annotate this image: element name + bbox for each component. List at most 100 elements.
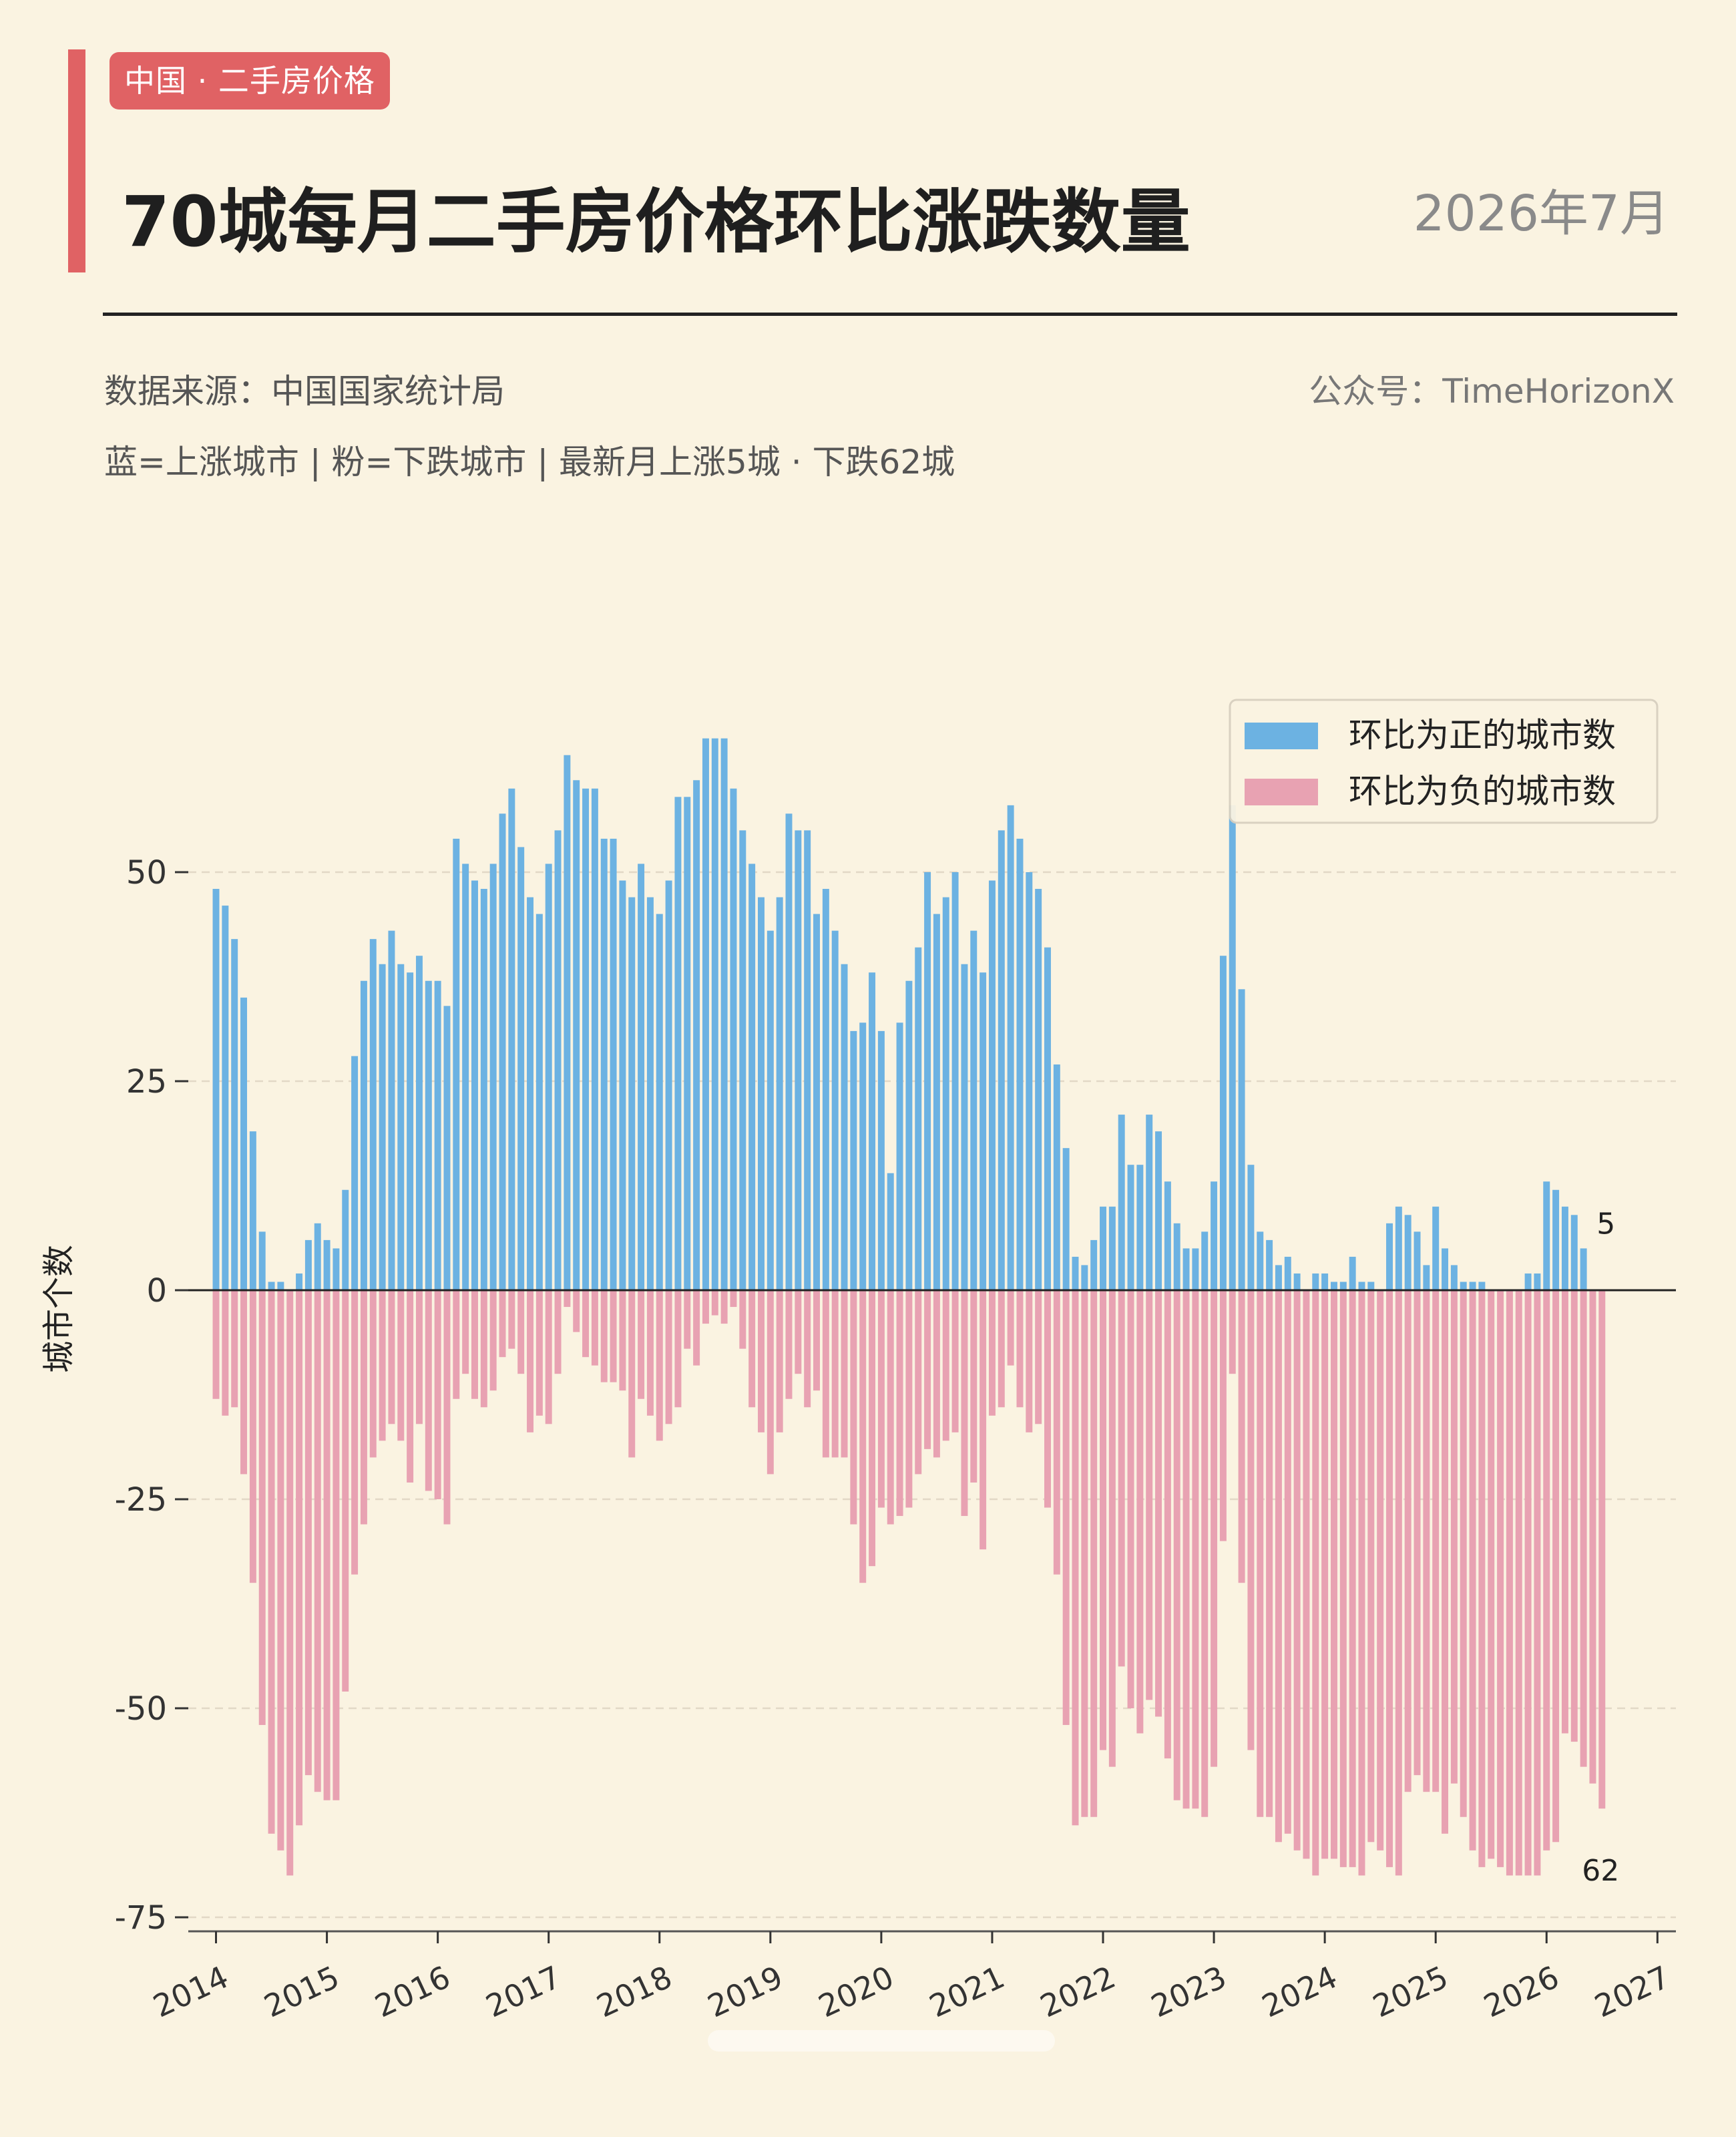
- down-bar: [998, 1290, 1005, 1408]
- down-bar: [1469, 1290, 1476, 1851]
- down-bar: [323, 1290, 331, 1800]
- down-bar: [942, 1290, 949, 1441]
- up-bar: [360, 980, 367, 1290]
- down-bar: [545, 1290, 552, 1424]
- down-bar: [1303, 1290, 1310, 1859]
- down-bar: [471, 1290, 478, 1399]
- up-bar: [619, 880, 626, 1290]
- down-bar: [407, 1290, 414, 1483]
- down-bar: [277, 1290, 284, 1851]
- up-bar: [407, 972, 414, 1290]
- up-bar: [351, 1056, 359, 1290]
- up-bar: [573, 780, 580, 1290]
- down-bar: [720, 1290, 728, 1324]
- up-bar: [600, 838, 608, 1290]
- down-bar: [813, 1290, 821, 1391]
- up-bar: [785, 813, 793, 1290]
- down-bar: [600, 1290, 608, 1382]
- down-bar: [1543, 1290, 1550, 1851]
- legend-label: 环比为正的城市数: [1349, 716, 1616, 755]
- down-bar: [905, 1290, 913, 1508]
- down-bar: [841, 1290, 848, 1458]
- up-bar: [1127, 1165, 1134, 1290]
- up-bar: [795, 830, 802, 1290]
- down-bar: [1192, 1290, 1199, 1809]
- up-bar: [951, 872, 959, 1290]
- down-bar: [1238, 1290, 1245, 1583]
- up-bar: [804, 830, 811, 1290]
- up-bar: [1219, 956, 1227, 1290]
- down-bar: [1090, 1290, 1098, 1817]
- up-bar: [656, 914, 663, 1290]
- down-bar: [564, 1290, 571, 1308]
- data-label: 62: [1582, 1854, 1619, 1888]
- down-bar: [1229, 1290, 1236, 1374]
- up-bar: [1090, 1239, 1098, 1290]
- up-bar: [924, 872, 931, 1290]
- up-bar: [970, 930, 978, 1290]
- down-bar: [1534, 1290, 1541, 1876]
- up-bar: [776, 897, 783, 1290]
- down-bar: [397, 1290, 405, 1441]
- y-tick-label: 25: [126, 1063, 167, 1101]
- up-bar: [304, 1239, 312, 1290]
- accent-bar: [68, 49, 85, 272]
- up-bar: [933, 914, 940, 1290]
- down-bar: [1450, 1290, 1458, 1784]
- x-tick-label: 2025: [1367, 1959, 1454, 2024]
- up-bar: [1284, 1256, 1291, 1290]
- down-bar: [785, 1290, 793, 1399]
- up-bar: [850, 1030, 857, 1290]
- up-bar: [1146, 1115, 1153, 1290]
- down-bar: [1081, 1290, 1088, 1817]
- up-bar: [1201, 1231, 1209, 1290]
- x-tick-label: 2023: [1146, 1959, 1232, 2024]
- up-bar: [1072, 1256, 1079, 1290]
- up-bar: [1016, 838, 1024, 1290]
- up-bar: [711, 738, 718, 1290]
- x-tick-label: 2027: [1589, 1959, 1675, 2024]
- x-tick-label: 2020: [813, 1959, 899, 2024]
- x-tick-label: 2015: [258, 1959, 345, 2024]
- down-bar: [1561, 1290, 1568, 1734]
- up-bar: [1275, 1265, 1282, 1290]
- up-bar: [869, 972, 876, 1290]
- down-bar: [767, 1290, 774, 1475]
- legend-swatch-down: [1245, 779, 1318, 805]
- down-bar: [268, 1290, 275, 1834]
- down-bar: [896, 1290, 903, 1517]
- axes: 50 25 0 -25 -50 -75 城市个数 2014 2015 2016 2017 2018 20…: [40, 854, 1676, 2024]
- up-bar: [767, 930, 774, 1290]
- down-bar: [877, 1290, 885, 1508]
- down-bar: [508, 1290, 515, 1349]
- down-bar: [933, 1290, 940, 1458]
- up-bar: [1293, 1273, 1301, 1290]
- up-bar: [535, 914, 543, 1290]
- up-bar: [268, 1282, 275, 1290]
- up-bar: [822, 889, 829, 1290]
- down-bar: [1330, 1290, 1337, 1859]
- up-bar: [1460, 1282, 1467, 1290]
- up-bar: [859, 1022, 867, 1290]
- up-bar: [1349, 1256, 1356, 1290]
- down-bar: [1136, 1290, 1144, 1734]
- up-bar: [1552, 1189, 1560, 1290]
- up-bar: [1330, 1282, 1337, 1290]
- up-bar: [443, 1006, 451, 1290]
- down-bar: [1377, 1290, 1384, 1851]
- up-bar: [564, 755, 571, 1290]
- down-bar: [212, 1290, 220, 1399]
- y-tick-label: 0: [146, 1272, 167, 1310]
- up-bar: [1136, 1165, 1144, 1290]
- up-bar: [674, 797, 682, 1290]
- down-bar: [1247, 1290, 1255, 1750]
- up-bar: [1543, 1181, 1550, 1290]
- down-bar: [795, 1290, 802, 1374]
- down-bar: [619, 1290, 626, 1391]
- y-tick-label: -25: [115, 1481, 167, 1519]
- up-bar: [1570, 1215, 1578, 1290]
- down-bar: [591, 1290, 598, 1366]
- up-bar: [1395, 1206, 1402, 1290]
- down-bar: [1118, 1290, 1125, 1667]
- down-bar: [462, 1290, 469, 1374]
